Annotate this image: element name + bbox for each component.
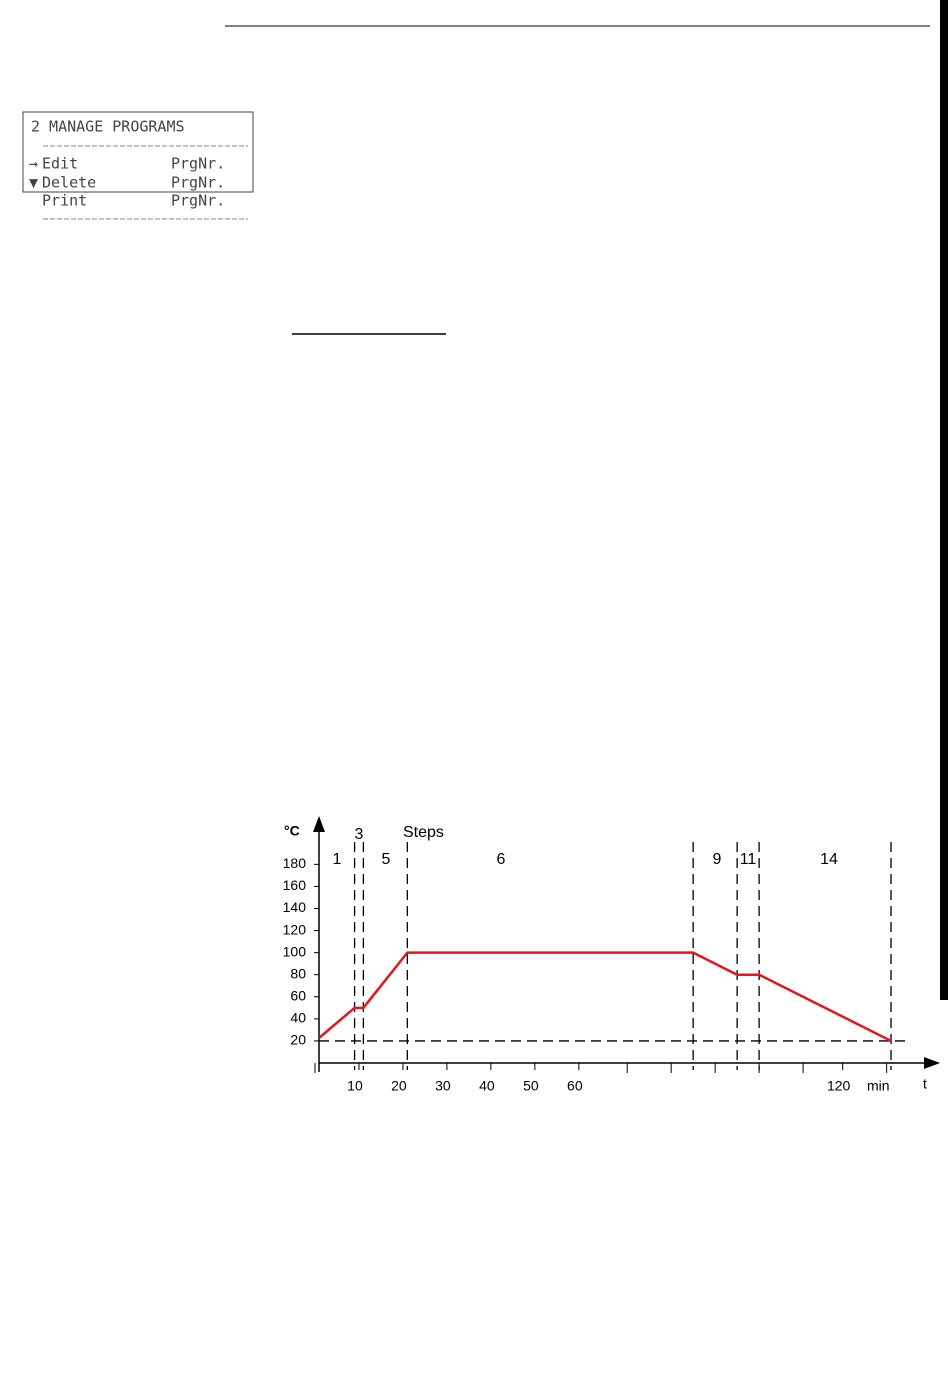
x-tick-label: 20 [391,1078,407,1094]
y-tick-label: 20 [290,1032,306,1048]
x-tick-label: 30 [435,1078,451,1094]
step-label: 1 [333,851,342,868]
y-tick-label: 60 [290,987,306,1003]
lcd-cursor: → [29,155,38,173]
steps-title: Steps [403,824,444,841]
y-tick-label: 160 [283,877,307,893]
y-arrow [313,816,325,832]
x-axis-label: t [923,1076,927,1092]
lcd-param: PrgNr. [171,192,225,210]
step-label: 6 [497,851,506,868]
step-label: 11 [740,851,757,868]
lcd-title: 2 MANAGE PROGRAMS [31,118,185,136]
x-unit: min [867,1078,890,1094]
x-arrow [924,1057,940,1069]
y-tick-label: 120 [283,921,307,937]
lcd-scroll: ▼ [29,174,38,192]
lcd-display: 2 MANAGE PROGRAMS → Edit PrgNr. ▼ Delete… [22,111,254,220]
chart: °C t min Steps 2040608010012014016018010… [283,816,940,1094]
y-unit: °C [284,823,300,839]
side-bar [940,0,948,1000]
x-tick-label: 40 [479,1078,495,1094]
lcd-param: PrgNr. [171,155,225,173]
temperature-line [318,951,892,1043]
step-label: 5 [382,851,391,868]
x-tick-label: 60 [567,1078,583,1094]
y-tick-label: 80 [290,965,306,981]
y-tick-label: 100 [283,943,307,959]
step-label: 3 [355,826,364,843]
lcd-param: PrgNr. [171,174,225,192]
step-label: 14 [820,851,838,868]
lcd-action: Edit [42,155,78,173]
x-tick-label: 10 [347,1078,363,1094]
step-label: 9 [713,851,722,868]
y-tick-label: 180 [283,855,307,871]
lcd-frame [22,111,254,193]
x-tick-label: 120 [827,1078,851,1094]
y-tick-label: 40 [290,1010,306,1026]
lcd-action: Print [42,192,87,210]
y-tick-label: 140 [283,899,307,915]
x-tick-label: 50 [523,1078,539,1094]
lcd-action: Delete [42,174,96,192]
